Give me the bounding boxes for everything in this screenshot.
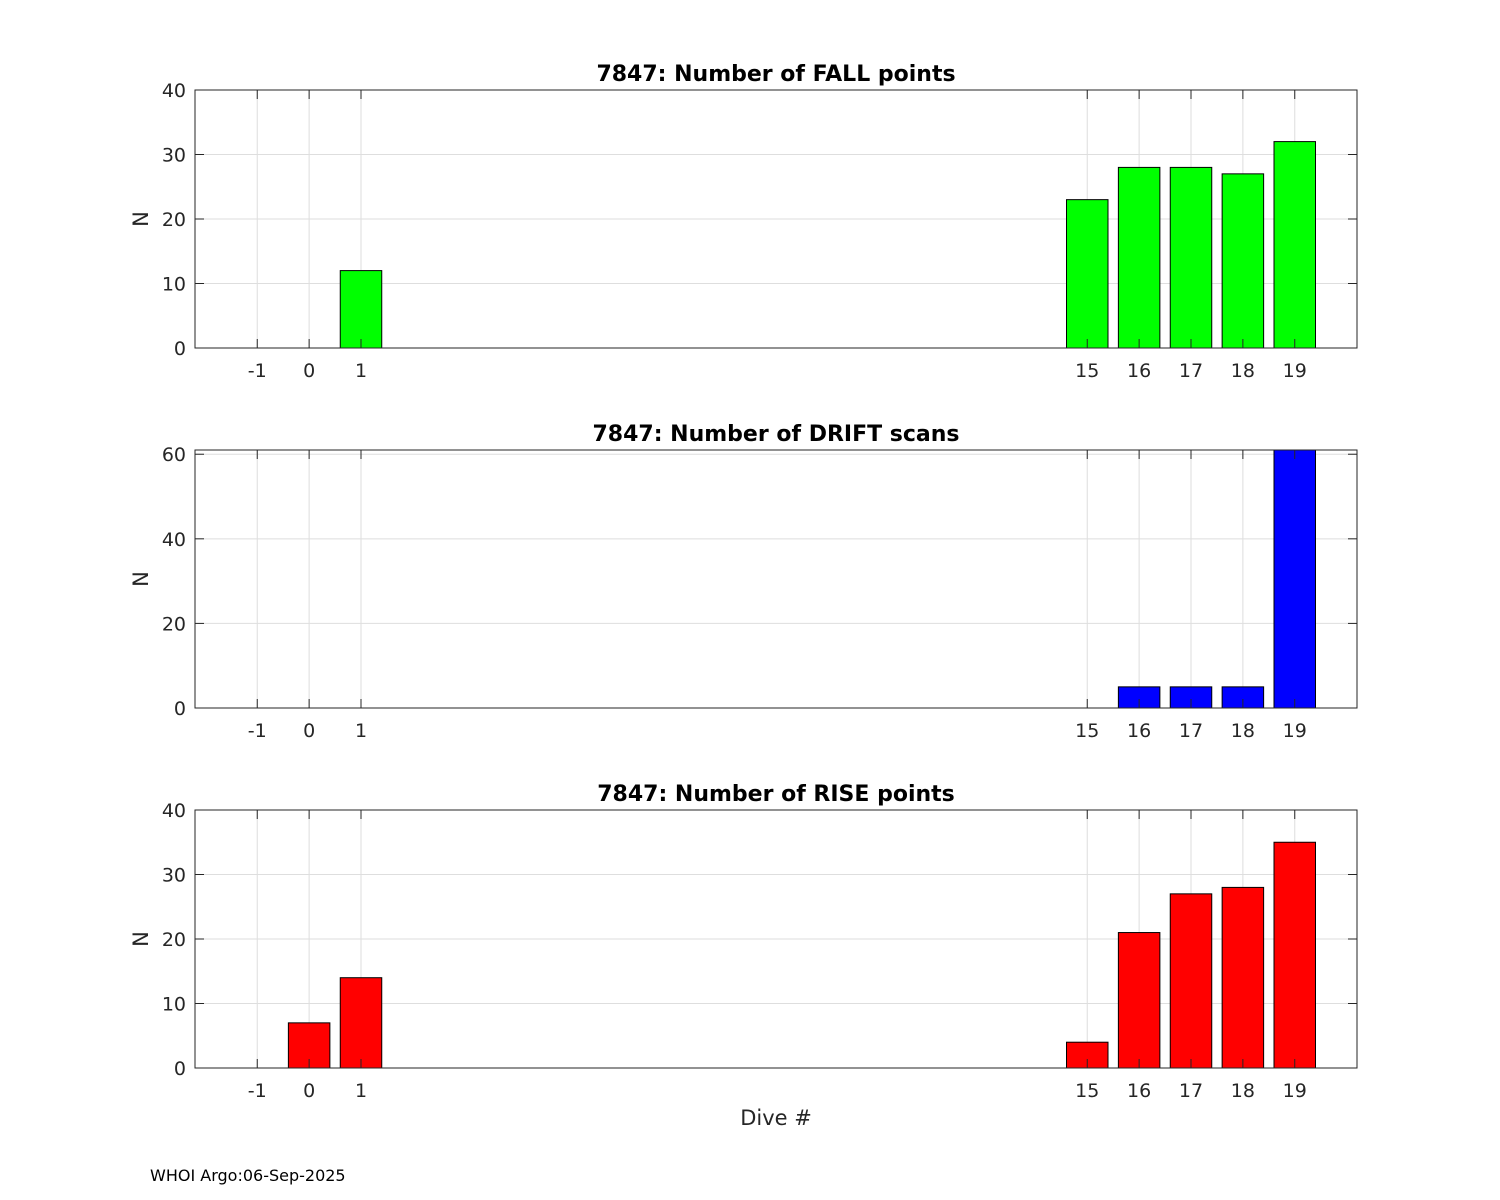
y-tick-label: 20 <box>162 929 186 951</box>
chart-panel-2: -1 0 1 15 16 17 18 19 0 20 40 60 7847: Number of DRI… <box>129 422 1358 742</box>
y-tick-label: 40 <box>162 800 186 822</box>
x-tick-label: 18 <box>1231 720 1255 742</box>
x-tick-label: 16 <box>1127 360 1151 382</box>
y-tick-label: 0 <box>174 338 186 360</box>
chart-title: 7847: Number of RISE points <box>597 782 955 807</box>
x-tick-label: 16 <box>1127 1080 1151 1102</box>
axes-box <box>194 449 1358 709</box>
y-axis-label: N <box>129 571 153 587</box>
x-tick-label: 0 <box>303 720 315 742</box>
x-tick-label: 15 <box>1075 360 1099 382</box>
y-tick-label: 0 <box>174 1058 186 1080</box>
footer-stamp: WHOI Argo:06-Sep-2025 <box>150 1166 346 1185</box>
x-tick-label: 1 <box>355 1080 367 1102</box>
x-tick-label: 15 <box>1075 720 1099 742</box>
x-tick-label: -1 <box>248 1080 267 1102</box>
chart-title: 7847: Number of DRIFT scans <box>592 422 959 447</box>
x-tick-label: 16 <box>1127 720 1151 742</box>
x-tick-label: 1 <box>355 720 367 742</box>
x-tick-label: 17 <box>1179 360 1203 382</box>
bar-dive-17 <box>1169 893 1213 1069</box>
y-tick-label: 30 <box>162 865 186 887</box>
x-tick-label: 15 <box>1075 1080 1099 1102</box>
y-tick-label: 10 <box>162 994 186 1016</box>
y-tick-label: 0 <box>174 698 186 720</box>
y-tick-label: 20 <box>162 613 186 635</box>
chart-panel-1: -1 0 1 15 16 17 18 19 0 10 20 30 40 7847: Number of F… <box>129 62 1358 382</box>
x-tick-label: -1 <box>248 720 267 742</box>
bar-dive-19 <box>1273 841 1316 1069</box>
x-tick-label: 18 <box>1231 1080 1255 1102</box>
x-tick-label: -1 <box>248 360 267 382</box>
y-tick-label: 20 <box>162 209 186 231</box>
bar-dive-18 <box>1221 886 1265 1069</box>
x-tick-label: 19 <box>1283 720 1307 742</box>
chart-title: 7847: Number of FALL points <box>596 62 955 87</box>
y-tick-label: 30 <box>162 145 186 167</box>
x-tick-label: 19 <box>1283 1080 1307 1102</box>
bar-dive-17 <box>1169 166 1213 349</box>
bar-dive-1 <box>339 270 383 349</box>
x-tick-label: 0 <box>303 1080 315 1102</box>
y-tick-label: 40 <box>162 529 186 551</box>
y-tick-label: 60 <box>162 444 186 466</box>
x-tick-label: 1 <box>355 360 367 382</box>
bar-dive-16 <box>1117 166 1161 349</box>
bar-dive-15 <box>1066 199 1109 349</box>
bar-dive-19 <box>1273 449 1316 709</box>
x-tick-label: 19 <box>1283 360 1307 382</box>
bar-dive-18 <box>1221 173 1265 349</box>
y-axis-label: N <box>129 211 153 227</box>
x-tick-label: 17 <box>1179 720 1203 742</box>
plot-area <box>195 450 1357 708</box>
bar-dive-1 <box>339 977 383 1069</box>
y-axis-label: N <box>129 931 153 947</box>
x-tick-label: 17 <box>1179 1080 1203 1102</box>
y-tick-label: 10 <box>162 274 186 296</box>
y-tick-label: 40 <box>162 80 186 102</box>
x-tick-label: 0 <box>303 360 315 382</box>
bar-dive-16 <box>1117 932 1161 1069</box>
x-tick-label: 18 <box>1231 360 1255 382</box>
x-axis-label: Dive # <box>740 1106 812 1130</box>
bar-dive-19 <box>1273 141 1316 349</box>
chart-panel-3: -1 0 1 15 16 17 18 19 0 10 20 30 40 7847: Number of R… <box>129 782 1358 1130</box>
